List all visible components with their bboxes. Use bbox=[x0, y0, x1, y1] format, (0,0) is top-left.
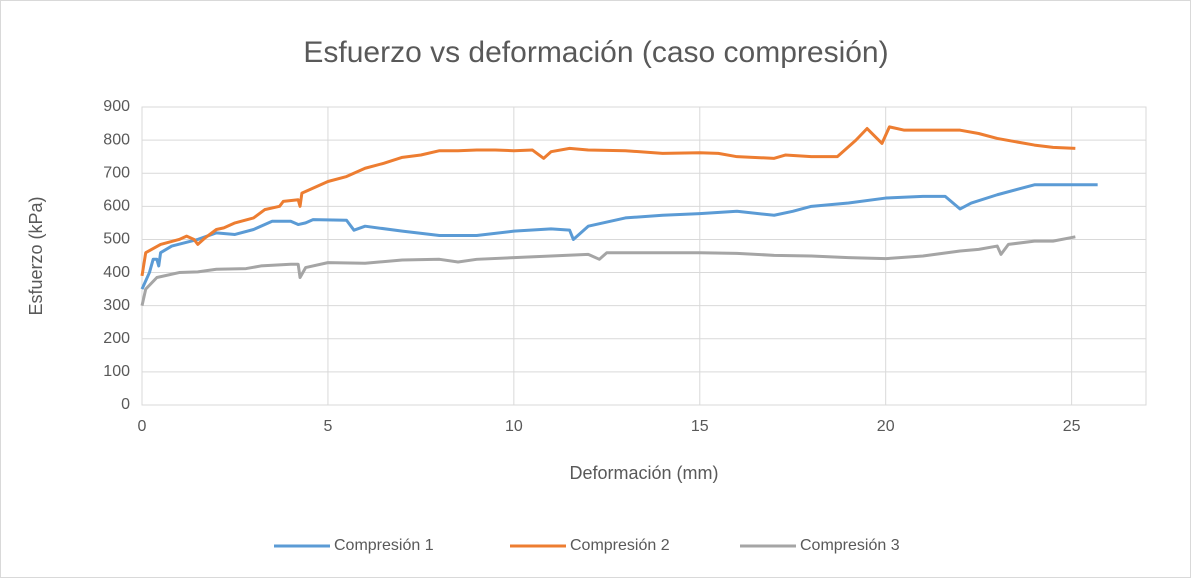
x-tick-label: 0 bbox=[138, 418, 147, 435]
x-tick-label: 5 bbox=[323, 418, 332, 435]
x-tick-label: 25 bbox=[1063, 418, 1081, 435]
y-tick-label: 100 bbox=[103, 363, 130, 380]
x-axis-label: Deformación (mm) bbox=[569, 463, 718, 483]
y-tick-label: 300 bbox=[103, 297, 130, 314]
y-tick-label: 200 bbox=[103, 330, 130, 347]
x-tick-label: 15 bbox=[691, 418, 709, 435]
y-tick-label: 400 bbox=[103, 264, 130, 281]
x-tick-label: 10 bbox=[505, 418, 523, 435]
x-tick-label: 20 bbox=[877, 418, 895, 435]
legend-label: Compresión 1 bbox=[334, 537, 434, 554]
series-line bbox=[140, 125, 1076, 277]
legend-label: Compresión 3 bbox=[800, 537, 900, 554]
series-line bbox=[140, 235, 1076, 306]
series-line bbox=[140, 183, 1098, 290]
y-tick-label: 500 bbox=[103, 231, 130, 248]
y-tick-label: 0 bbox=[121, 396, 130, 413]
chart-title: Esfuerzo vs deformación (caso compresión… bbox=[303, 36, 888, 69]
y-axis-label: Esfuerzo (kPa) bbox=[26, 196, 46, 315]
y-tick-label: 600 bbox=[103, 198, 130, 215]
y-tick-label: 700 bbox=[103, 164, 130, 181]
y-tick-label: 800 bbox=[103, 131, 130, 148]
y-tick-label: 900 bbox=[103, 98, 130, 115]
plot-border bbox=[141, 106, 1147, 406]
legend-label: Compresión 2 bbox=[570, 537, 670, 554]
